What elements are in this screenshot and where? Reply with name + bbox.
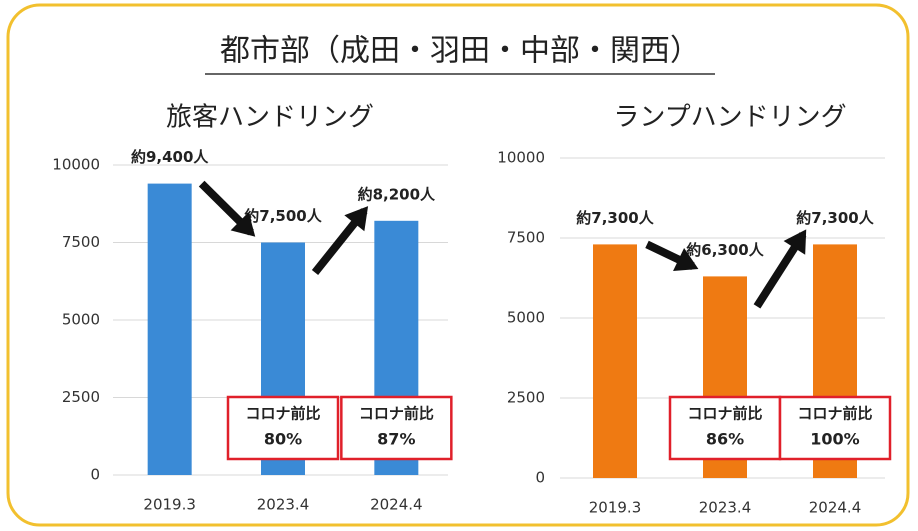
bar xyxy=(147,183,192,475)
y-tick-label: 0 xyxy=(535,469,545,487)
annotation-box xyxy=(340,395,453,461)
annotation-text: 86% xyxy=(706,430,744,449)
x-tick-label: 2023.4 xyxy=(699,499,752,517)
annotation-text: 80% xyxy=(264,430,302,449)
arrow-head xyxy=(783,229,807,255)
page-title: 都市部（成田・羽田・中部・関西） xyxy=(220,34,700,69)
y-tick-label: 0 xyxy=(90,466,100,484)
y-tick-label: 10000 xyxy=(52,156,100,174)
annotation-text: 87% xyxy=(377,430,415,449)
chart-title: 旅客ハンドリング xyxy=(166,103,374,133)
x-tick-label: 2019.3 xyxy=(589,499,642,517)
y-tick-label: 2500 xyxy=(507,389,545,407)
value-label: 約6,300人 xyxy=(686,241,764,259)
arrow-head xyxy=(230,212,256,237)
value-label: 約9,400人 xyxy=(131,148,209,166)
annotation-label: コロナ前比 xyxy=(687,405,762,423)
annotation-label: コロナ前比 xyxy=(797,405,872,423)
frame xyxy=(6,3,910,527)
y-tick-label: 7500 xyxy=(62,233,100,251)
annotation-box xyxy=(778,395,892,461)
value-label: 約7,500人 xyxy=(244,207,322,225)
value-label: 約7,300人 xyxy=(796,209,874,227)
arrow-head xyxy=(673,247,699,272)
annotation-label: コロナ前比 xyxy=(359,405,434,423)
y-tick-label: 2500 xyxy=(62,388,100,406)
y-tick-label: 7500 xyxy=(507,229,545,247)
chart-title: ランプハンドリング xyxy=(613,103,846,133)
x-tick-label: 2024.4 xyxy=(370,496,423,514)
y-tick-label: 10000 xyxy=(497,149,545,167)
annotation-box xyxy=(226,395,340,461)
annotation-label: コロナ前比 xyxy=(245,405,320,423)
value-label: 約8,200人 xyxy=(358,185,436,203)
annotation-text: 100% xyxy=(810,430,859,449)
x-tick-label: 2019.3 xyxy=(143,496,196,514)
bar xyxy=(593,244,637,478)
y-tick-label: 5000 xyxy=(507,309,545,327)
annotation-box xyxy=(668,395,782,461)
value-label: 約7,300人 xyxy=(576,209,654,227)
x-tick-label: 2023.4 xyxy=(257,496,310,514)
arrow-head xyxy=(344,206,369,232)
y-tick-label: 5000 xyxy=(62,311,100,329)
x-tick-label: 2024.4 xyxy=(809,499,862,517)
